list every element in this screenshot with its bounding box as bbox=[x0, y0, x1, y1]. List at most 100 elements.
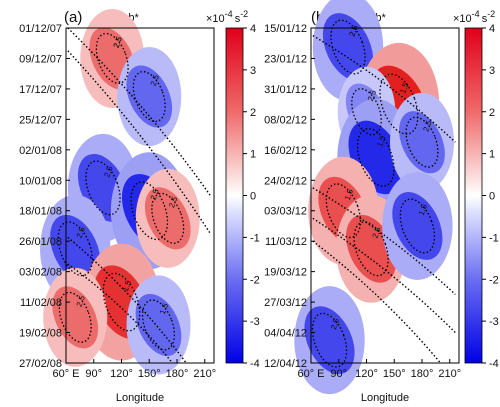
colorbar-ticks-b: 4 3 2 1 0 -1 -2 -3 -4 bbox=[482, 23, 499, 370]
y-tick-label-0: 15/01/12 bbox=[264, 23, 307, 35]
y-tick-label-3: 08/02/12 bbox=[264, 114, 307, 126]
x-tick-label-5: 210° bbox=[193, 368, 216, 380]
field-patch-1 bbox=[126, 65, 173, 128]
contour-label-4: 2.5 bbox=[167, 195, 179, 209]
colorbar-tick-label-5: -1 bbox=[250, 232, 260, 244]
colorbar-tick-label-0: 4 bbox=[250, 23, 256, 35]
contour-label-2: 2.5 bbox=[102, 165, 114, 179]
colorbar-tick-label-2: 2 bbox=[250, 107, 256, 119]
colorbar-a bbox=[225, 27, 244, 364]
contour-label-1: 2.5 bbox=[149, 73, 161, 87]
y-tick-label-11: 12/04/12 bbox=[264, 358, 307, 370]
colorbar-tick-label-7: -3 bbox=[489, 316, 499, 328]
contour-lines-a: 2.52.52.52.52.52.51.52.51.52.5 bbox=[57, 27, 211, 364]
colorbar-tick-label-1: 3 bbox=[489, 65, 495, 77]
colorbar-tick-label-5: -1 bbox=[489, 232, 499, 244]
colorbar-tick-label-3: 1 bbox=[250, 149, 256, 161]
contour-label-3: 1.5 bbox=[375, 134, 387, 148]
x-tick-label-0: 60° E bbox=[52, 368, 79, 380]
y-tick-label-1: 09/12/07 bbox=[19, 53, 62, 65]
contour-ring-6 bbox=[353, 221, 389, 277]
colorbar-unit-a: ×10-4 s-2 bbox=[206, 9, 248, 25]
x-tick-label-4: 180° bbox=[166, 368, 189, 380]
y-tick-label-9: 11/02/08 bbox=[20, 297, 62, 309]
contour-label-8: 2.5 bbox=[329, 317, 341, 331]
colorbar-tick-label-8: -4 bbox=[250, 358, 260, 370]
contour-line-0 bbox=[67, 27, 211, 196]
y-tick-label-6: 03/03/12 bbox=[264, 206, 307, 218]
field-patch-4 bbox=[399, 111, 445, 174]
colorbar-tick-label-6: -2 bbox=[250, 274, 260, 286]
colorbar-tick-label-8: -4 bbox=[489, 358, 499, 370]
contour-ring-4 bbox=[151, 192, 185, 244]
plot-frame-b bbox=[310, 27, 460, 364]
colorbar-tick-label-1: 3 bbox=[250, 65, 256, 77]
x-tick-label-2: 120° bbox=[355, 368, 378, 380]
contour-label-5: 2.5 bbox=[75, 225, 87, 239]
contour-line-2 bbox=[312, 217, 456, 334]
x-tick-label-1: 90° bbox=[85, 368, 102, 380]
y-tick-label-7: 11/03/12 bbox=[265, 236, 307, 248]
y-tick-label-11: 27/02/08 bbox=[19, 358, 62, 370]
x-tick-label-0: 60° E bbox=[297, 368, 324, 380]
plot-frame-a bbox=[65, 27, 215, 364]
contour-ring-3 bbox=[356, 128, 395, 187]
contour-ring-8 bbox=[141, 299, 176, 351]
contour-ring-2 bbox=[351, 88, 382, 136]
y-tick-label-7: 26/01/08 bbox=[19, 236, 62, 248]
y-tick-label-3: 25/12/07 bbox=[19, 114, 62, 126]
contour-lines-b: 2.51.52.51.52.51.52.51.52.52.5 bbox=[311, 19, 456, 368]
field-patch-4 bbox=[144, 187, 191, 250]
x-tick-label-2: 120° bbox=[110, 368, 133, 380]
contour-ring-1 bbox=[132, 70, 166, 123]
colorbar-tick-label-3: 1 bbox=[489, 149, 495, 161]
contour-label-6: 2.5 bbox=[371, 225, 383, 239]
contour-label-3: 2.5 bbox=[149, 187, 161, 201]
x-tick-label-3: 150° bbox=[383, 368, 406, 380]
contour-label-6: 1.5 bbox=[121, 279, 133, 293]
y-tick-label-8: 19/03/12 bbox=[264, 267, 307, 279]
contour-ring-3 bbox=[130, 181, 169, 241]
colorbar-tick-label-4: 0 bbox=[489, 191, 495, 203]
y-tick-label-5: 10/01/08 bbox=[19, 175, 62, 187]
x-axis-label-a: Longitude bbox=[116, 392, 164, 404]
contour-line-1 bbox=[67, 50, 211, 234]
field-patch-0 bbox=[322, 13, 374, 81]
y-tick-label-5: 24/02/12 bbox=[264, 175, 307, 187]
y-tick-label-0: 01/12/07 bbox=[19, 23, 62, 35]
panel-label-a: (a) bbox=[64, 9, 82, 26]
contour-label-5: 1.5 bbox=[343, 187, 355, 201]
x-axis-ticks-b: 60° E 90° 120° 150° 180° 210° bbox=[297, 359, 461, 380]
x-tick-label-4: 180° bbox=[411, 368, 434, 380]
contour-label-8: 1.5 bbox=[158, 302, 170, 316]
contour-label-9: 2.5 bbox=[347, 24, 359, 38]
y-tick-label-1: 23/01/12 bbox=[264, 53, 307, 65]
x-tick-label-5: 210° bbox=[438, 368, 461, 380]
y-axis-ticks-b: 15/01/12 23/01/12 31/01/12 08/02/12 16/02/12… bbox=[264, 23, 315, 370]
contour-ring-2 bbox=[85, 160, 121, 216]
contour-ring-6 bbox=[102, 272, 141, 332]
y-tick-label-4: 16/02/12 bbox=[264, 145, 307, 157]
y-tick-label-9: 27/03/12 bbox=[264, 297, 307, 309]
colorbar-tick-label-4: 0 bbox=[250, 191, 256, 203]
colorbar-b bbox=[464, 27, 483, 364]
field-patch-5 bbox=[50, 214, 101, 283]
contour-ring-5 bbox=[325, 183, 362, 239]
colorbar-tick-label-0: 4 bbox=[489, 23, 495, 35]
heatmap-field-a bbox=[40, 8, 200, 375]
colorbar-tick-label-7: -3 bbox=[250, 316, 260, 328]
contour-ring-8 bbox=[311, 312, 348, 368]
colorbar-ticks-a: 4 3 2 1 0 -1 -2 -3 -4 bbox=[243, 23, 260, 370]
colorbar-unit-b: ×10-4 s-2 bbox=[453, 9, 495, 25]
contour-ring-5 bbox=[57, 221, 93, 277]
y-tick-label-4: 02/01/08 bbox=[19, 145, 62, 157]
contour-label-7: 2.5 bbox=[75, 294, 87, 308]
contour-ring-7 bbox=[399, 198, 436, 254]
x-tick-label-3: 150° bbox=[138, 368, 161, 380]
x-tick-label-1: 90° bbox=[330, 368, 347, 380]
y-tick-label-2: 31/01/12 bbox=[264, 84, 307, 96]
contour-label-0: 2.5 bbox=[112, 35, 124, 49]
colorbar-tick-label-2: 2 bbox=[489, 107, 495, 119]
contour-ring-1 bbox=[379, 73, 419, 135]
